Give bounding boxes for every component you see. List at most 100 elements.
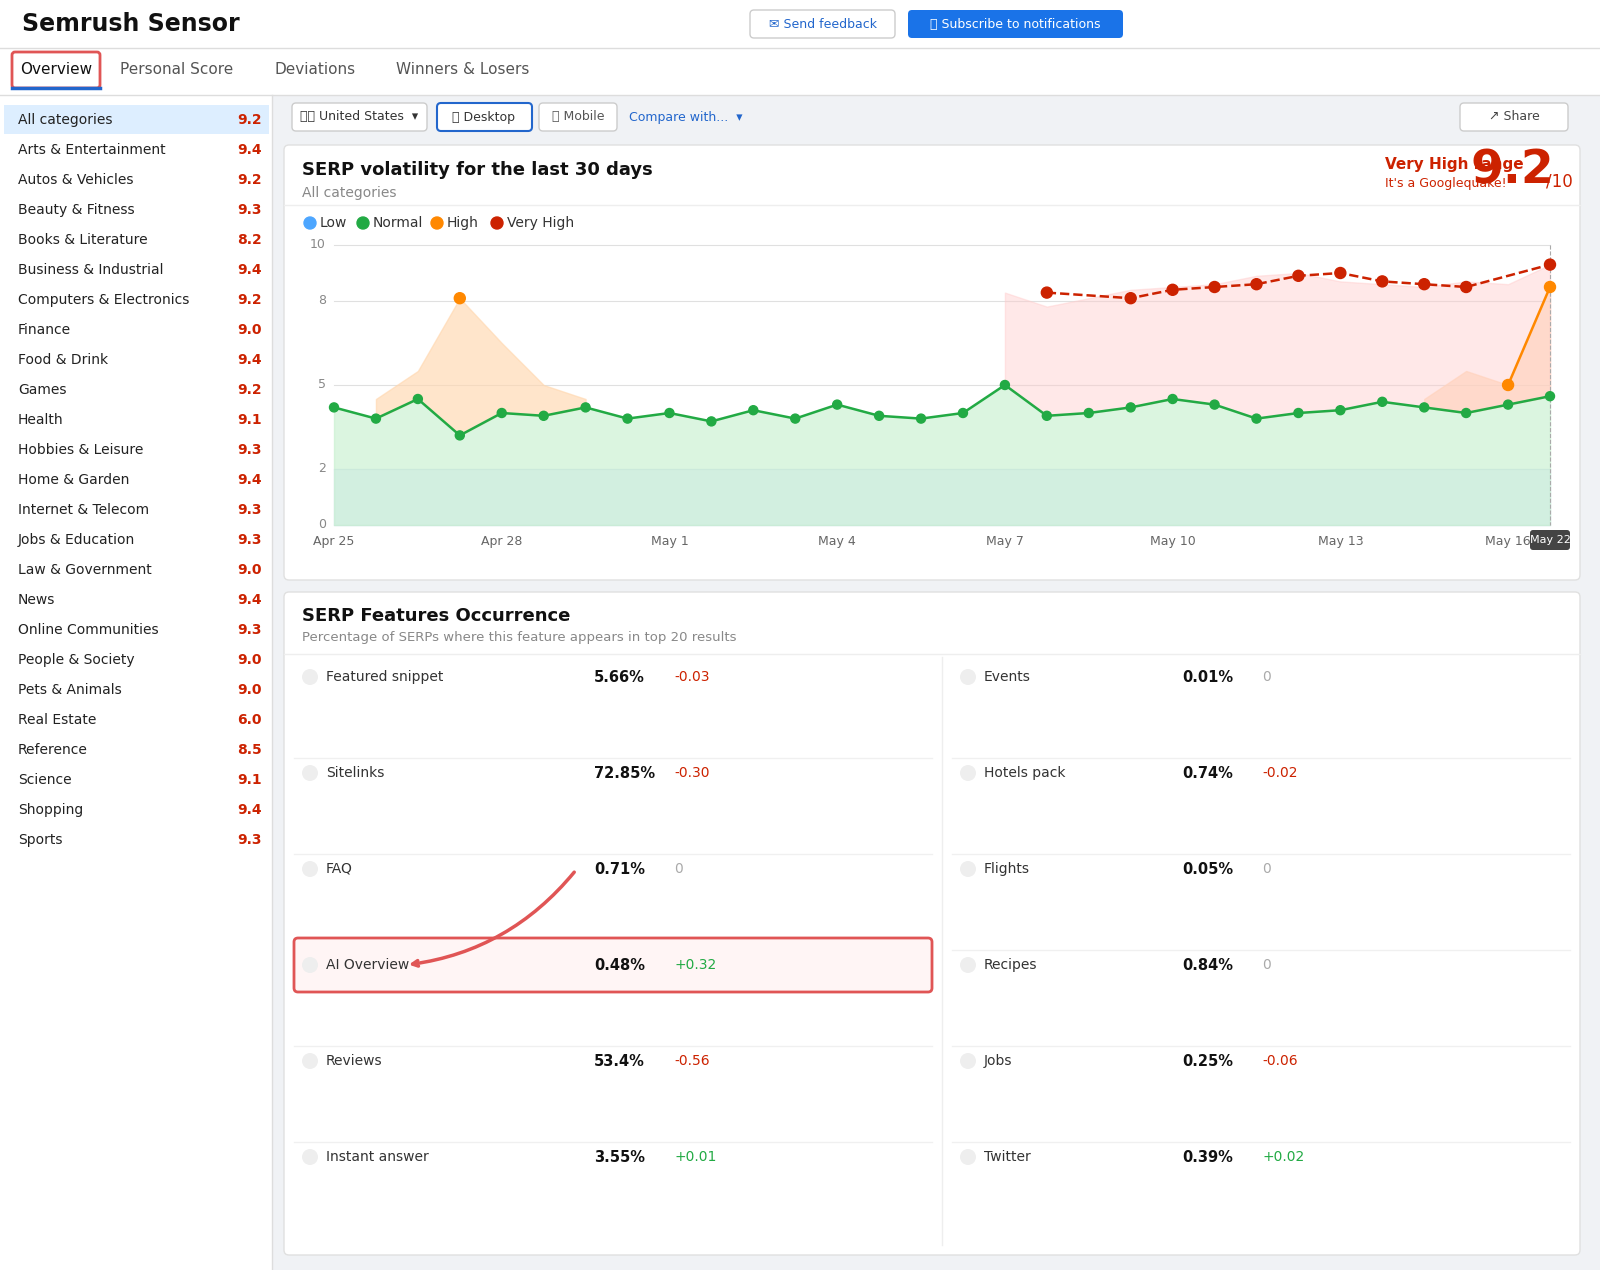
Text: Very High range: Very High range xyxy=(1386,157,1523,173)
Text: AI Overview: AI Overview xyxy=(326,958,410,972)
Circle shape xyxy=(1251,414,1261,423)
Text: SERP volatility for the last 30 days: SERP volatility for the last 30 days xyxy=(302,161,653,179)
Text: Reference: Reference xyxy=(18,743,88,757)
Text: Compare with...  ▾: Compare with... ▾ xyxy=(629,110,742,123)
Bar xyxy=(0,0,1600,48)
Text: Computers & Electronics: Computers & Electronics xyxy=(18,293,189,307)
Text: 9.4: 9.4 xyxy=(237,353,262,367)
Circle shape xyxy=(790,414,800,423)
Text: 🇺🇸 United States  ▾: 🇺🇸 United States ▾ xyxy=(299,110,418,123)
Text: 6.0: 6.0 xyxy=(237,712,262,726)
Text: May 10: May 10 xyxy=(1150,535,1195,547)
Text: 9.0: 9.0 xyxy=(237,563,262,577)
Circle shape xyxy=(581,403,590,411)
Text: /10: /10 xyxy=(1546,171,1573,190)
Text: 9.4: 9.4 xyxy=(237,593,262,607)
Text: 9.4: 9.4 xyxy=(237,263,262,277)
Text: Reviews: Reviews xyxy=(326,1054,382,1068)
Text: Semrush Sensor: Semrush Sensor xyxy=(22,11,240,36)
Circle shape xyxy=(960,1149,976,1165)
Circle shape xyxy=(1419,278,1430,290)
Text: 8.5: 8.5 xyxy=(237,743,262,757)
Text: Personal Score: Personal Score xyxy=(120,62,234,77)
Text: All categories: All categories xyxy=(302,185,397,199)
Text: Instant answer: Instant answer xyxy=(326,1151,429,1165)
FancyBboxPatch shape xyxy=(1459,103,1568,131)
Text: Deviations: Deviations xyxy=(274,62,355,77)
Text: Games: Games xyxy=(18,384,67,398)
Text: May 4: May 4 xyxy=(818,535,856,547)
Text: Food & Drink: Food & Drink xyxy=(18,353,109,367)
Text: Shopping: Shopping xyxy=(18,803,83,817)
Circle shape xyxy=(917,414,925,423)
Text: Apr 25: Apr 25 xyxy=(314,535,355,547)
FancyBboxPatch shape xyxy=(294,939,931,992)
Text: All categories: All categories xyxy=(18,113,112,127)
Text: Events: Events xyxy=(984,671,1030,685)
Text: Pets & Animals: Pets & Animals xyxy=(18,683,122,697)
Circle shape xyxy=(1210,282,1221,292)
Bar xyxy=(0,95,272,1270)
Circle shape xyxy=(749,405,758,415)
Text: 0.48%: 0.48% xyxy=(594,958,645,973)
Text: May 1: May 1 xyxy=(651,535,688,547)
Text: 9.0: 9.0 xyxy=(237,323,262,337)
FancyBboxPatch shape xyxy=(437,103,531,131)
Text: May 7: May 7 xyxy=(986,535,1024,547)
Text: May 13: May 13 xyxy=(1317,535,1363,547)
Circle shape xyxy=(302,1149,318,1165)
Text: Health: Health xyxy=(18,413,64,427)
Circle shape xyxy=(357,217,370,229)
Circle shape xyxy=(454,292,466,304)
Text: Internet & Telecom: Internet & Telecom xyxy=(18,503,149,517)
Text: 9.3: 9.3 xyxy=(237,624,262,638)
Text: 8: 8 xyxy=(318,295,326,307)
Circle shape xyxy=(302,765,318,781)
Circle shape xyxy=(1544,259,1555,271)
Circle shape xyxy=(1168,395,1178,404)
Text: ✉ Send feedback: ✉ Send feedback xyxy=(770,18,877,30)
Text: Apr 28: Apr 28 xyxy=(482,535,523,547)
Text: -0.03: -0.03 xyxy=(674,671,709,685)
Text: +0.01: +0.01 xyxy=(674,1151,717,1165)
Text: 📱 Mobile: 📱 Mobile xyxy=(552,110,605,123)
Circle shape xyxy=(666,409,674,418)
Circle shape xyxy=(302,861,318,878)
Text: Books & Literature: Books & Literature xyxy=(18,232,147,246)
Circle shape xyxy=(1502,380,1514,390)
Circle shape xyxy=(498,409,506,418)
FancyBboxPatch shape xyxy=(750,10,894,38)
Text: 5.66%: 5.66% xyxy=(594,669,645,685)
Text: May 22: May 22 xyxy=(1530,535,1571,545)
Text: 9.2: 9.2 xyxy=(237,384,262,398)
Text: ↗ Share: ↗ Share xyxy=(1488,110,1539,123)
Circle shape xyxy=(304,217,317,229)
Text: 0.01%: 0.01% xyxy=(1182,669,1234,685)
Text: Online Communities: Online Communities xyxy=(18,624,158,638)
Circle shape xyxy=(1000,381,1010,390)
Text: It's a Googlequake!: It's a Googlequake! xyxy=(1386,177,1507,189)
Text: -0.06: -0.06 xyxy=(1262,1054,1298,1068)
Text: 9.0: 9.0 xyxy=(237,683,262,697)
Text: Law & Government: Law & Government xyxy=(18,563,152,577)
Circle shape xyxy=(1293,271,1304,281)
Bar xyxy=(285,95,1581,140)
Circle shape xyxy=(413,395,422,404)
Circle shape xyxy=(302,958,318,973)
Text: Low: Low xyxy=(320,216,347,230)
Circle shape xyxy=(960,861,976,878)
Text: -0.56: -0.56 xyxy=(674,1054,710,1068)
FancyBboxPatch shape xyxy=(909,10,1123,38)
Text: 9.3: 9.3 xyxy=(237,203,262,217)
Circle shape xyxy=(1419,403,1429,411)
FancyBboxPatch shape xyxy=(285,145,1581,580)
Circle shape xyxy=(1125,292,1136,304)
Text: Jobs: Jobs xyxy=(984,1054,1013,1068)
Text: Recipes: Recipes xyxy=(984,958,1037,972)
Text: +0.02: +0.02 xyxy=(1262,1151,1304,1165)
Circle shape xyxy=(960,1053,976,1069)
FancyBboxPatch shape xyxy=(1530,530,1570,550)
Text: 2: 2 xyxy=(318,462,326,475)
Circle shape xyxy=(1294,409,1302,418)
Text: 9.1: 9.1 xyxy=(237,773,262,787)
